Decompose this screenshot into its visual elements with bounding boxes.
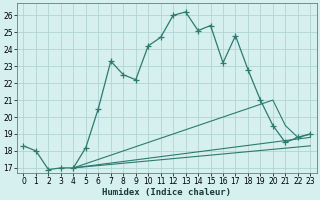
X-axis label: Humidex (Indice chaleur): Humidex (Indice chaleur) [102, 188, 231, 197]
